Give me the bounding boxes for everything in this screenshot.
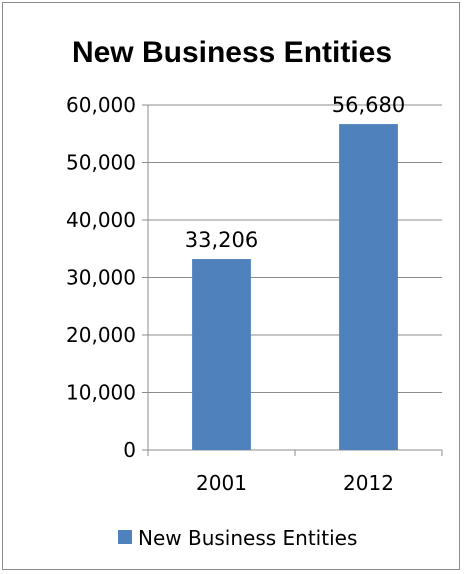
bar-2001 (192, 259, 251, 450)
y-tick-label: 40,000 (66, 208, 136, 232)
legend-label: New Business Entities (138, 526, 357, 550)
x-tick-label: 2001 (196, 471, 247, 495)
data-label: 56,680 (332, 93, 405, 117)
x-tick-label: 2012 (343, 471, 394, 495)
y-tick-label: 10,000 (66, 381, 136, 405)
y-tick-label: 60,000 (66, 93, 136, 117)
y-tick-label: 0 (123, 438, 136, 462)
y-tick-label: 30,000 (66, 266, 136, 290)
legend-swatch (118, 530, 132, 544)
bar-2012 (339, 124, 398, 450)
legend: New Business Entities (118, 526, 357, 550)
chart-title: New Business Entities (72, 36, 392, 69)
y-tick-label: 20,000 (66, 323, 136, 347)
data-label: 33,206 (185, 228, 258, 252)
y-tick-label: 50,000 (66, 151, 136, 175)
